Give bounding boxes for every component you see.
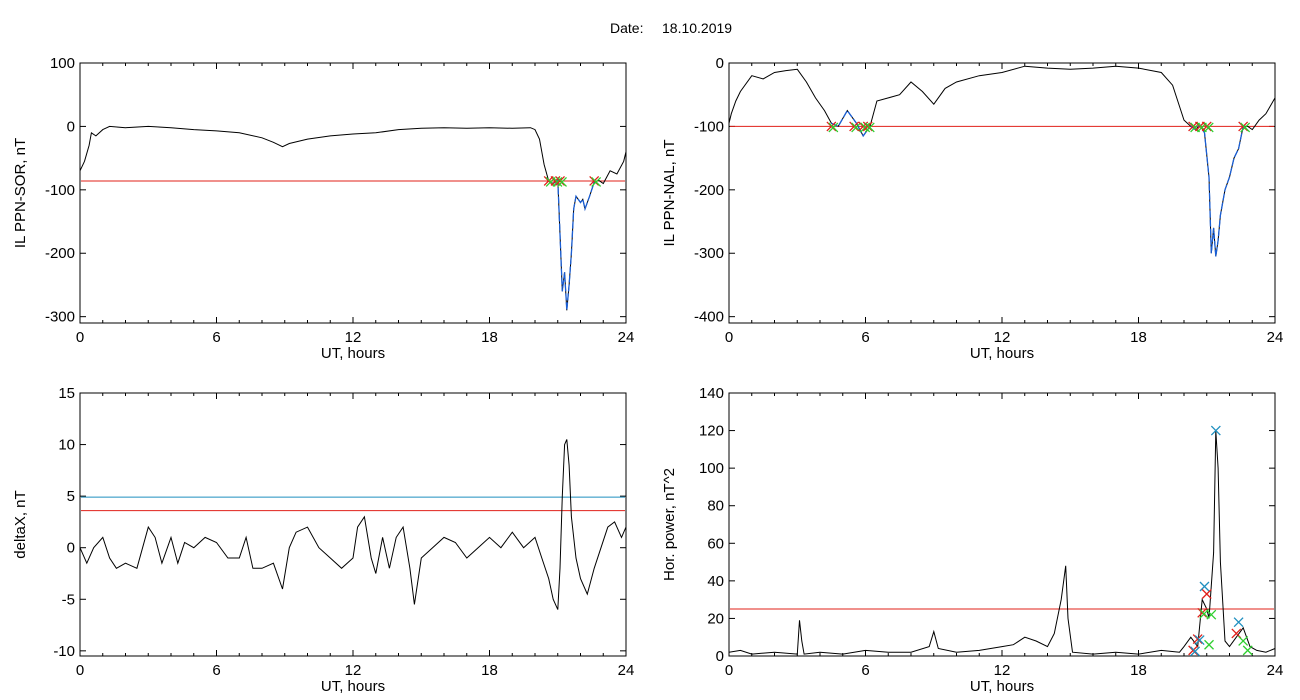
y-tick-label: -10 [53, 643, 75, 660]
y-tick-label: 20 [707, 610, 724, 627]
x-tick-label: 12 [994, 662, 1011, 679]
x-tick-label: 6 [212, 662, 220, 679]
marker-green [1238, 636, 1249, 646]
y-tick-label: 40 [707, 573, 724, 590]
panel-deltax: 0 6 12 18 24 15 10 5 0 -5 -10 UT, hours deltaX, nT [12, 385, 634, 695]
x-tick-label: 12 [345, 662, 362, 679]
marker-red [1238, 121, 1249, 132]
y-axis-title: IL PPN-NAL, nT [661, 140, 678, 247]
x-tick-label: 6 [861, 662, 869, 679]
marker-green [860, 122, 871, 133]
x-axis-title: UT, hours [970, 678, 1034, 695]
x-tick-label: 6 [861, 329, 869, 346]
x-tick-label: 18 [481, 662, 498, 679]
marker-red [1201, 589, 1212, 599]
y-tick-label: 100 [699, 460, 724, 477]
marker-green [1242, 645, 1253, 656]
y-tick-label: 100 [50, 55, 75, 72]
plot-frame [728, 392, 1276, 657]
marker-blue [1194, 635, 1205, 646]
x-tick-label: 18 [1130, 329, 1147, 346]
x-axis-title: UT, hours [321, 345, 385, 362]
x-tick-label: 6 [212, 329, 220, 346]
data-line [728, 430, 1276, 655]
y-tick-label: -100 [45, 182, 75, 199]
marker-blue [1199, 581, 1210, 592]
marker-red [589, 175, 600, 186]
marker-green [1206, 609, 1217, 620]
y-tick-label: 10 [58, 437, 75, 454]
y-tick-label: -5 [62, 591, 75, 608]
highlight-segment [548, 179, 595, 311]
x-axis-title: UT, hours [970, 345, 1034, 362]
panel-power: 0 6 12 18 24 140 120 100 80 60 40 20 0 UT, hours Hor. … [661, 385, 1283, 695]
marker-green [864, 122, 875, 133]
y-axis-title: Hor. power, nT^2 [661, 468, 678, 581]
y-tick-label: 0 [67, 118, 75, 135]
y-axis-title: IL PPN-SOR, nT [12, 138, 29, 248]
y-tick-label: 60 [707, 535, 724, 552]
marker-green [591, 176, 602, 187]
x-tick-label: 0 [725, 329, 733, 346]
y-tick-label: 5 [67, 488, 75, 505]
y-tick-label: 120 [699, 423, 724, 440]
marker-green [552, 176, 563, 187]
y-tick-label: 140 [699, 385, 724, 402]
marker-blue [1233, 617, 1244, 628]
x-tick-label: 18 [481, 329, 498, 346]
date-value: 18.10.2019 [662, 20, 732, 36]
y-axis-title: deltaX, nT [12, 490, 29, 558]
highlight-segment [831, 109, 871, 138]
y-tick-label: 15 [58, 385, 75, 402]
y-tick-label: 0 [67, 540, 75, 557]
marker-red [849, 121, 860, 132]
date-label: Date: [610, 20, 643, 36]
panel-sor: 0 6 12 18 24 100 0 -100 -200 -300 UT, hours IL PPN-… [12, 55, 634, 362]
marker-red [555, 175, 565, 186]
x-tick-label: 24 [618, 662, 635, 679]
y-tick-label: -400 [694, 309, 724, 326]
marker-blue [1210, 425, 1221, 436]
marker-red [1197, 607, 1208, 618]
x-tick-label: 12 [345, 329, 362, 346]
plot-frame [728, 62, 1276, 324]
y-tick-label: -300 [45, 309, 75, 326]
marker-green [1240, 122, 1251, 133]
marker-blue [1190, 646, 1201, 657]
y-tick-label: 0 [716, 55, 724, 72]
x-tick-label: 24 [618, 329, 635, 346]
x-tick-label: 24 [1267, 662, 1284, 679]
marker-red [1192, 634, 1203, 645]
y-tick-label: 0 [716, 648, 724, 665]
marker-red [1188, 645, 1199, 656]
data-line [79, 439, 627, 610]
y-tick-label: -200 [694, 182, 724, 199]
x-tick-label: 12 [994, 329, 1011, 346]
marker-red [1201, 121, 1212, 132]
x-tick-label: 24 [1267, 329, 1284, 346]
y-tick-label: 80 [707, 498, 724, 515]
marker-green [1203, 122, 1214, 133]
y-tick-label: -200 [45, 245, 75, 262]
plot-frame [79, 62, 627, 324]
x-tick-label: 0 [76, 329, 84, 346]
marker-red [826, 121, 837, 132]
data-line [79, 125, 627, 311]
marker-green [557, 176, 567, 187]
x-axis-title: UT, hours [321, 678, 385, 695]
x-tick-label: 18 [1130, 662, 1147, 679]
y-tick-label: -300 [694, 245, 724, 262]
marker-green [1204, 639, 1214, 650]
x-tick-label: 0 [725, 662, 733, 679]
plot-frame [79, 392, 627, 657]
marker-red [862, 121, 873, 132]
x-tick-label: 0 [76, 662, 84, 679]
y-tick-label: -100 [694, 118, 724, 135]
marker-green [828, 122, 839, 133]
panel-nal: 0 6 12 18 24 0 -100 -200 -300 -400 UT, hours IL PPN… [661, 55, 1283, 362]
highlight-segment [1190, 124, 1244, 257]
data-line [728, 65, 1276, 257]
